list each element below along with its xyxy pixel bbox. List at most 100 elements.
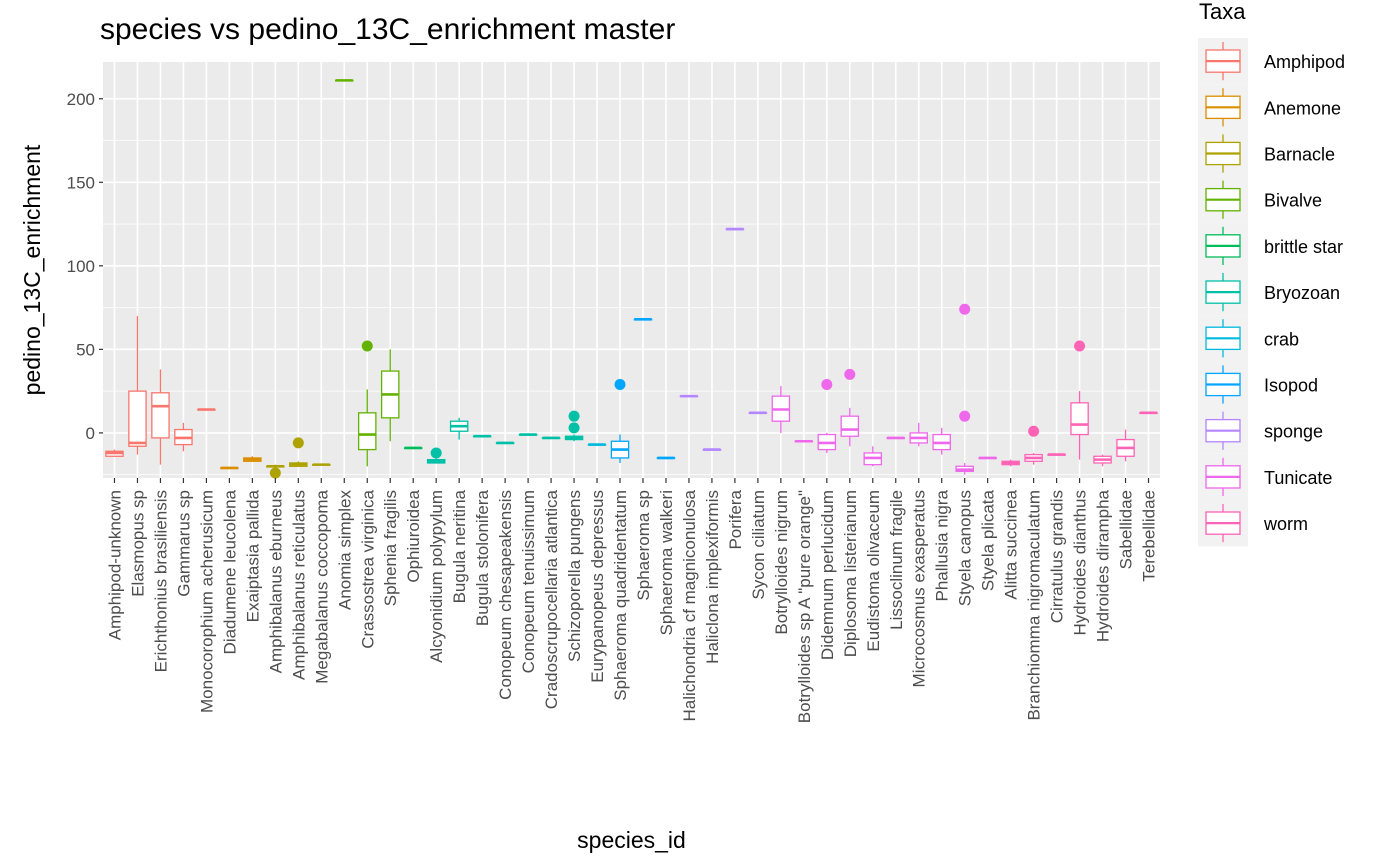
box-21 [587,443,607,446]
box-5 [220,466,239,470]
box-24 [656,456,676,460]
x-tick-label: Cirratulus grandis [1048,490,1067,623]
box-15 [449,417,469,440]
box-body [128,390,147,447]
legend-label: crab [1264,329,1299,349]
x-tick-label: Terebellidae [1140,490,1159,582]
x-tick-label: Anomia simplex [335,490,354,610]
box-body [840,415,860,437]
x-tick-label: Eurypanopeus depressus [588,490,607,683]
legend-item: Bivalve [1198,176,1322,223]
box-29 [771,386,791,433]
x-tick-label: Ophiuroidea [404,489,423,582]
y-axis: 0 50 100 150 200 [67,90,103,443]
x-tick-label: Sycon ciliatum [749,490,768,600]
outlier-point [292,437,304,449]
x-tick-label: Bugula neritina [450,489,469,603]
box-0 [105,449,124,457]
box-1 [128,315,147,455]
x-tick-label: Phallusia nigra [933,489,952,601]
legend-item: brittle star [1198,222,1343,269]
x-tick-label: Sphaeroma sp [634,490,653,601]
outlier-point [1074,340,1086,352]
box-body [151,392,170,439]
x-tick-label: Eudistoma olivaceum [864,490,883,652]
legend-label: Barnacle [1264,145,1335,165]
x-tick-label: Monocorophium acherusicum [197,490,216,713]
box-23 [633,317,653,321]
plot-panel [103,62,1160,478]
legend-label: Bivalve [1264,191,1322,211]
box-marks [105,79,1158,479]
box-22 [610,378,630,463]
box-39 [1001,459,1020,467]
box-7 [266,464,285,479]
legend-item: Tunicate [1198,453,1332,500]
box-35 [909,422,928,447]
x-tick-label: Didemnum perlucidum [818,490,837,660]
outlier-point [821,378,833,390]
x-tick-label: Conopeum tenuissimum [519,490,538,673]
y-tick-label: 200 [67,90,95,109]
y-tick-label: 150 [67,173,95,192]
box-12 [380,349,400,442]
outlier-point [361,340,373,352]
x-tick-label: Styela plicata [979,489,998,591]
box-31 [817,378,837,453]
legend-label: Amphipod [1264,52,1345,72]
outlier-point [844,368,856,380]
box-17 [495,441,515,445]
outlier-point [959,410,971,422]
outlier-point [959,303,971,315]
y-axis-title: pedino_13C_enrichment [19,144,45,395]
x-tick-label: Hydroides dirampha [1094,489,1113,642]
x-tick-label: Styela canopus [956,490,975,606]
legend-item: Bryozoan [1198,269,1340,316]
legend-label: brittle star [1264,237,1343,257]
y-tick-label: 100 [67,257,95,276]
x-tick-label: Crassostrea virginica [358,489,377,648]
box-14 [426,447,446,464]
legend-title: Taxa [1199,0,1246,24]
x-tick-label: Amphibalanus reticulatus [289,490,308,680]
x-tick-label: Cradoscrupocellaria atlantica [542,489,561,709]
y-tick-label: 50 [76,340,95,359]
x-tick-label: Alitta succinea [1002,489,1021,599]
legend-item: Amphipod [1198,38,1345,85]
x-tick-label: Branchiomma nigromaculatum [1025,490,1044,721]
x-tick-label: Lissoclinum fragile [887,490,906,630]
x-tick-label: Conopeum chesapeakensis [496,490,515,700]
outlier-point [1028,425,1040,437]
x-tick-label: Bugula stolonifera [473,489,492,626]
box-45 [1139,411,1158,415]
x-tick-label: Diplosoma listerianum [841,490,860,657]
box-20 [564,410,584,442]
x-tick-label: Sphaeroma walkeri [657,490,676,636]
x-tick-label: Amphibalanus eburneus [266,490,285,673]
x-axis-title: species_id [577,827,686,853]
box-6 [243,456,262,462]
legend-label: sponge [1264,422,1323,442]
box-32 [840,368,860,447]
x-tick-label: Porifera [726,489,745,549]
legend-label: Anemone [1264,98,1341,118]
legend-label: worm [1263,514,1308,534]
box-2 [151,369,170,465]
box-37 [955,303,974,475]
x-tick-label: Megabalanus coccopoma [312,489,331,683]
legend-item: Anemone [1198,84,1341,131]
box-28 [748,411,768,415]
x-tick-label: Exaiptasia pallida [243,489,262,622]
box-8 [289,437,308,467]
box-body [1070,402,1089,436]
outlier-point [269,467,281,479]
x-tick-label: Schizoporella pungens [565,490,584,662]
outlier-point [614,378,626,390]
box-3 [174,422,193,452]
box-13 [403,446,423,450]
x-axis: Amphipod-unknown Elasmopus sp Erichthonius… [105,478,1159,723]
box-19 [541,436,561,440]
box-10 [335,79,354,82]
x-tick-label: Gammarus sp [174,490,193,597]
x-tick-label: Botrylloides nigrum [772,490,791,635]
